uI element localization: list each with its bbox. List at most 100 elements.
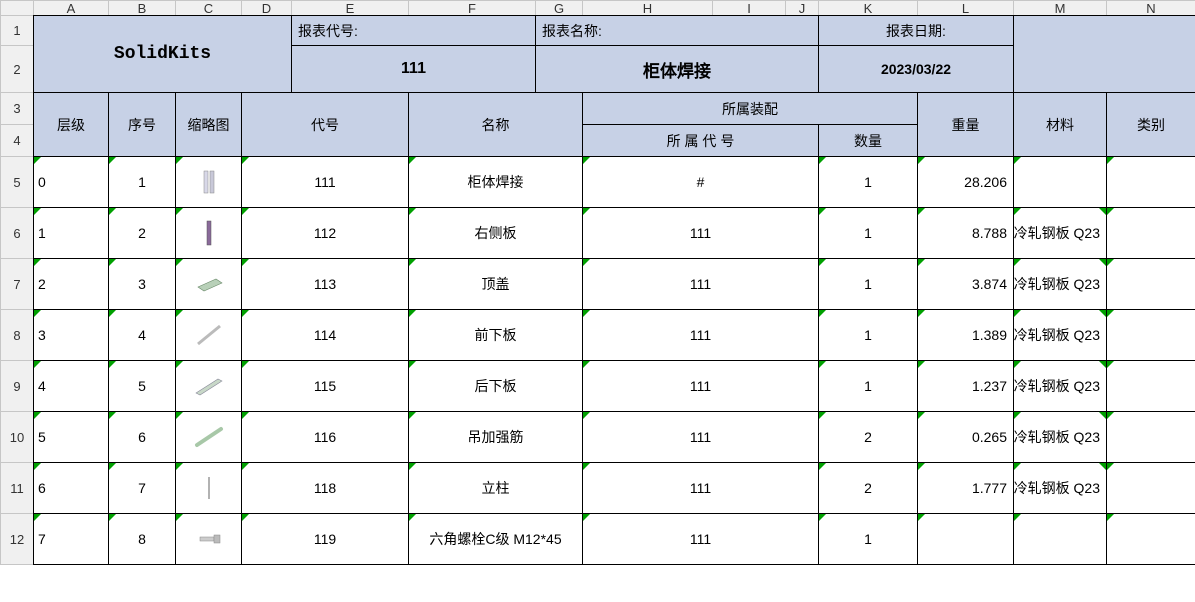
cell-thumb-4[interactable] [175, 360, 242, 412]
cell-material-4[interactable]: 冷轧钢板 Q23 [1013, 360, 1107, 412]
th-weight[interactable]: 重量 [917, 92, 1014, 157]
cell-weight-2[interactable]: 3.874 [917, 258, 1014, 310]
cell-thumb-7[interactable] [175, 513, 242, 565]
cell-ac-7[interactable]: 111 [582, 513, 819, 565]
col-head-E[interactable]: E [291, 0, 409, 16]
cell-weight-7[interactable] [917, 513, 1014, 565]
cell-name-3[interactable]: 前下板 [408, 309, 583, 361]
cell-qty-0[interactable]: 1 [818, 156, 918, 208]
cell-seq-6[interactable]: 7 [108, 462, 176, 514]
row-head-11[interactable]: 11 [0, 462, 34, 514]
cell-material-3[interactable]: 冷轧钢板 Q23 [1013, 309, 1107, 361]
cell-ac-4[interactable]: 111 [582, 360, 819, 412]
cell-qty-7[interactable]: 1 [818, 513, 918, 565]
cell-category-6[interactable] [1106, 462, 1195, 514]
th-code[interactable]: 代号 [241, 92, 409, 157]
cell-weight-4[interactable]: 1.237 [917, 360, 1014, 412]
cell-material-7[interactable] [1013, 513, 1107, 565]
corner-cell[interactable] [0, 0, 34, 16]
spreadsheet-area[interactable]: ABCDEFGHIJKLMN123456789101112SolidKits报表… [0, 0, 1195, 602]
cell-qty-6[interactable]: 2 [818, 462, 918, 514]
cell-material-0[interactable] [1013, 156, 1107, 208]
cell-ac-6[interactable]: 111 [582, 462, 819, 514]
th-name[interactable]: 名称 [408, 92, 583, 157]
cell-thumb-1[interactable] [175, 207, 242, 259]
cell-seq-5[interactable]: 6 [108, 411, 176, 463]
cell-code-4[interactable]: 115 [241, 360, 409, 412]
cell-category-7[interactable] [1106, 513, 1195, 565]
cell-qty-4[interactable]: 1 [818, 360, 918, 412]
cell-ac-2[interactable]: 111 [582, 258, 819, 310]
code-value[interactable]: 111 [291, 45, 536, 93]
row-head-1[interactable]: 1 [0, 15, 34, 46]
cell-level-4[interactable]: 4 [33, 360, 109, 412]
cell-code-6[interactable]: 118 [241, 462, 409, 514]
cell-level-7[interactable]: 7 [33, 513, 109, 565]
cell-category-1[interactable] [1106, 207, 1195, 259]
cell-category-3[interactable] [1106, 309, 1195, 361]
row-head-8[interactable]: 8 [0, 309, 34, 361]
cell-code-2[interactable]: 113 [241, 258, 409, 310]
cell-name-2[interactable]: 顶盖 [408, 258, 583, 310]
cell-name-1[interactable]: 右侧板 [408, 207, 583, 259]
cell-ac-3[interactable]: 111 [582, 309, 819, 361]
col-head-L[interactable]: L [917, 0, 1014, 16]
cell-qty-1[interactable]: 1 [818, 207, 918, 259]
cell-name-4[interactable]: 后下板 [408, 360, 583, 412]
cell-code-3[interactable]: 114 [241, 309, 409, 361]
cell-seq-7[interactable]: 8 [108, 513, 176, 565]
cell-weight-1[interactable]: 8.788 [917, 207, 1014, 259]
cell-ac-5[interactable]: 111 [582, 411, 819, 463]
cell-material-5[interactable]: 冷轧钢板 Q23 [1013, 411, 1107, 463]
cell-code-0[interactable]: 111 [241, 156, 409, 208]
col-head-F[interactable]: F [408, 0, 536, 16]
row-head-6[interactable]: 6 [0, 207, 34, 259]
cell-thumb-3[interactable] [175, 309, 242, 361]
cell-category-4[interactable] [1106, 360, 1195, 412]
cell-ac-1[interactable]: 111 [582, 207, 819, 259]
th-assembly[interactable]: 所属装配 [582, 92, 918, 125]
cell-material-2[interactable]: 冷轧钢板 Q23 [1013, 258, 1107, 310]
cell-weight-5[interactable]: 0.265 [917, 411, 1014, 463]
cell-seq-1[interactable]: 2 [108, 207, 176, 259]
th-category[interactable]: 类别 [1106, 92, 1195, 157]
th-qty[interactable]: 数量 [818, 124, 918, 157]
th-seq[interactable]: 序号 [108, 92, 176, 157]
header-blank-right[interactable] [1013, 15, 1195, 93]
cell-level-5[interactable]: 5 [33, 411, 109, 463]
cell-seq-0[interactable]: 1 [108, 156, 176, 208]
col-head-K[interactable]: K [818, 0, 918, 16]
cell-code-7[interactable]: 119 [241, 513, 409, 565]
cell-qty-2[interactable]: 1 [818, 258, 918, 310]
cell-name-5[interactable]: 吊加强筋 [408, 411, 583, 463]
th-material[interactable]: 材料 [1013, 92, 1107, 157]
cell-level-2[interactable]: 2 [33, 258, 109, 310]
th-thumb[interactable]: 缩略图 [175, 92, 242, 157]
row-head-5[interactable]: 5 [0, 156, 34, 208]
cell-category-0[interactable] [1106, 156, 1195, 208]
name-label[interactable]: 报表名称: [535, 15, 819, 46]
col-head-H[interactable]: H [582, 0, 713, 16]
cell-qty-3[interactable]: 1 [818, 309, 918, 361]
col-head-A[interactable]: A [33, 0, 109, 16]
cell-code-5[interactable]: 116 [241, 411, 409, 463]
col-head-B[interactable]: B [108, 0, 176, 16]
cell-level-1[interactable]: 1 [33, 207, 109, 259]
row-head-9[interactable]: 9 [0, 360, 34, 412]
cell-level-0[interactable]: 0 [33, 156, 109, 208]
cell-qty-5[interactable]: 2 [818, 411, 918, 463]
cell-code-1[interactable]: 112 [241, 207, 409, 259]
cell-thumb-2[interactable] [175, 258, 242, 310]
cell-weight-3[interactable]: 1.389 [917, 309, 1014, 361]
cell-seq-2[interactable]: 3 [108, 258, 176, 310]
cell-thumb-0[interactable] [175, 156, 242, 208]
cell-thumb-6[interactable] [175, 462, 242, 514]
row-head-12[interactable]: 12 [0, 513, 34, 565]
row-head-10[interactable]: 10 [0, 411, 34, 463]
cell-seq-4[interactable]: 5 [108, 360, 176, 412]
cell-category-5[interactable] [1106, 411, 1195, 463]
cell-weight-0[interactable]: 28.206 [917, 156, 1014, 208]
row-head-7[interactable]: 7 [0, 258, 34, 310]
cell-ac-0[interactable]: # [582, 156, 819, 208]
cell-thumb-5[interactable] [175, 411, 242, 463]
